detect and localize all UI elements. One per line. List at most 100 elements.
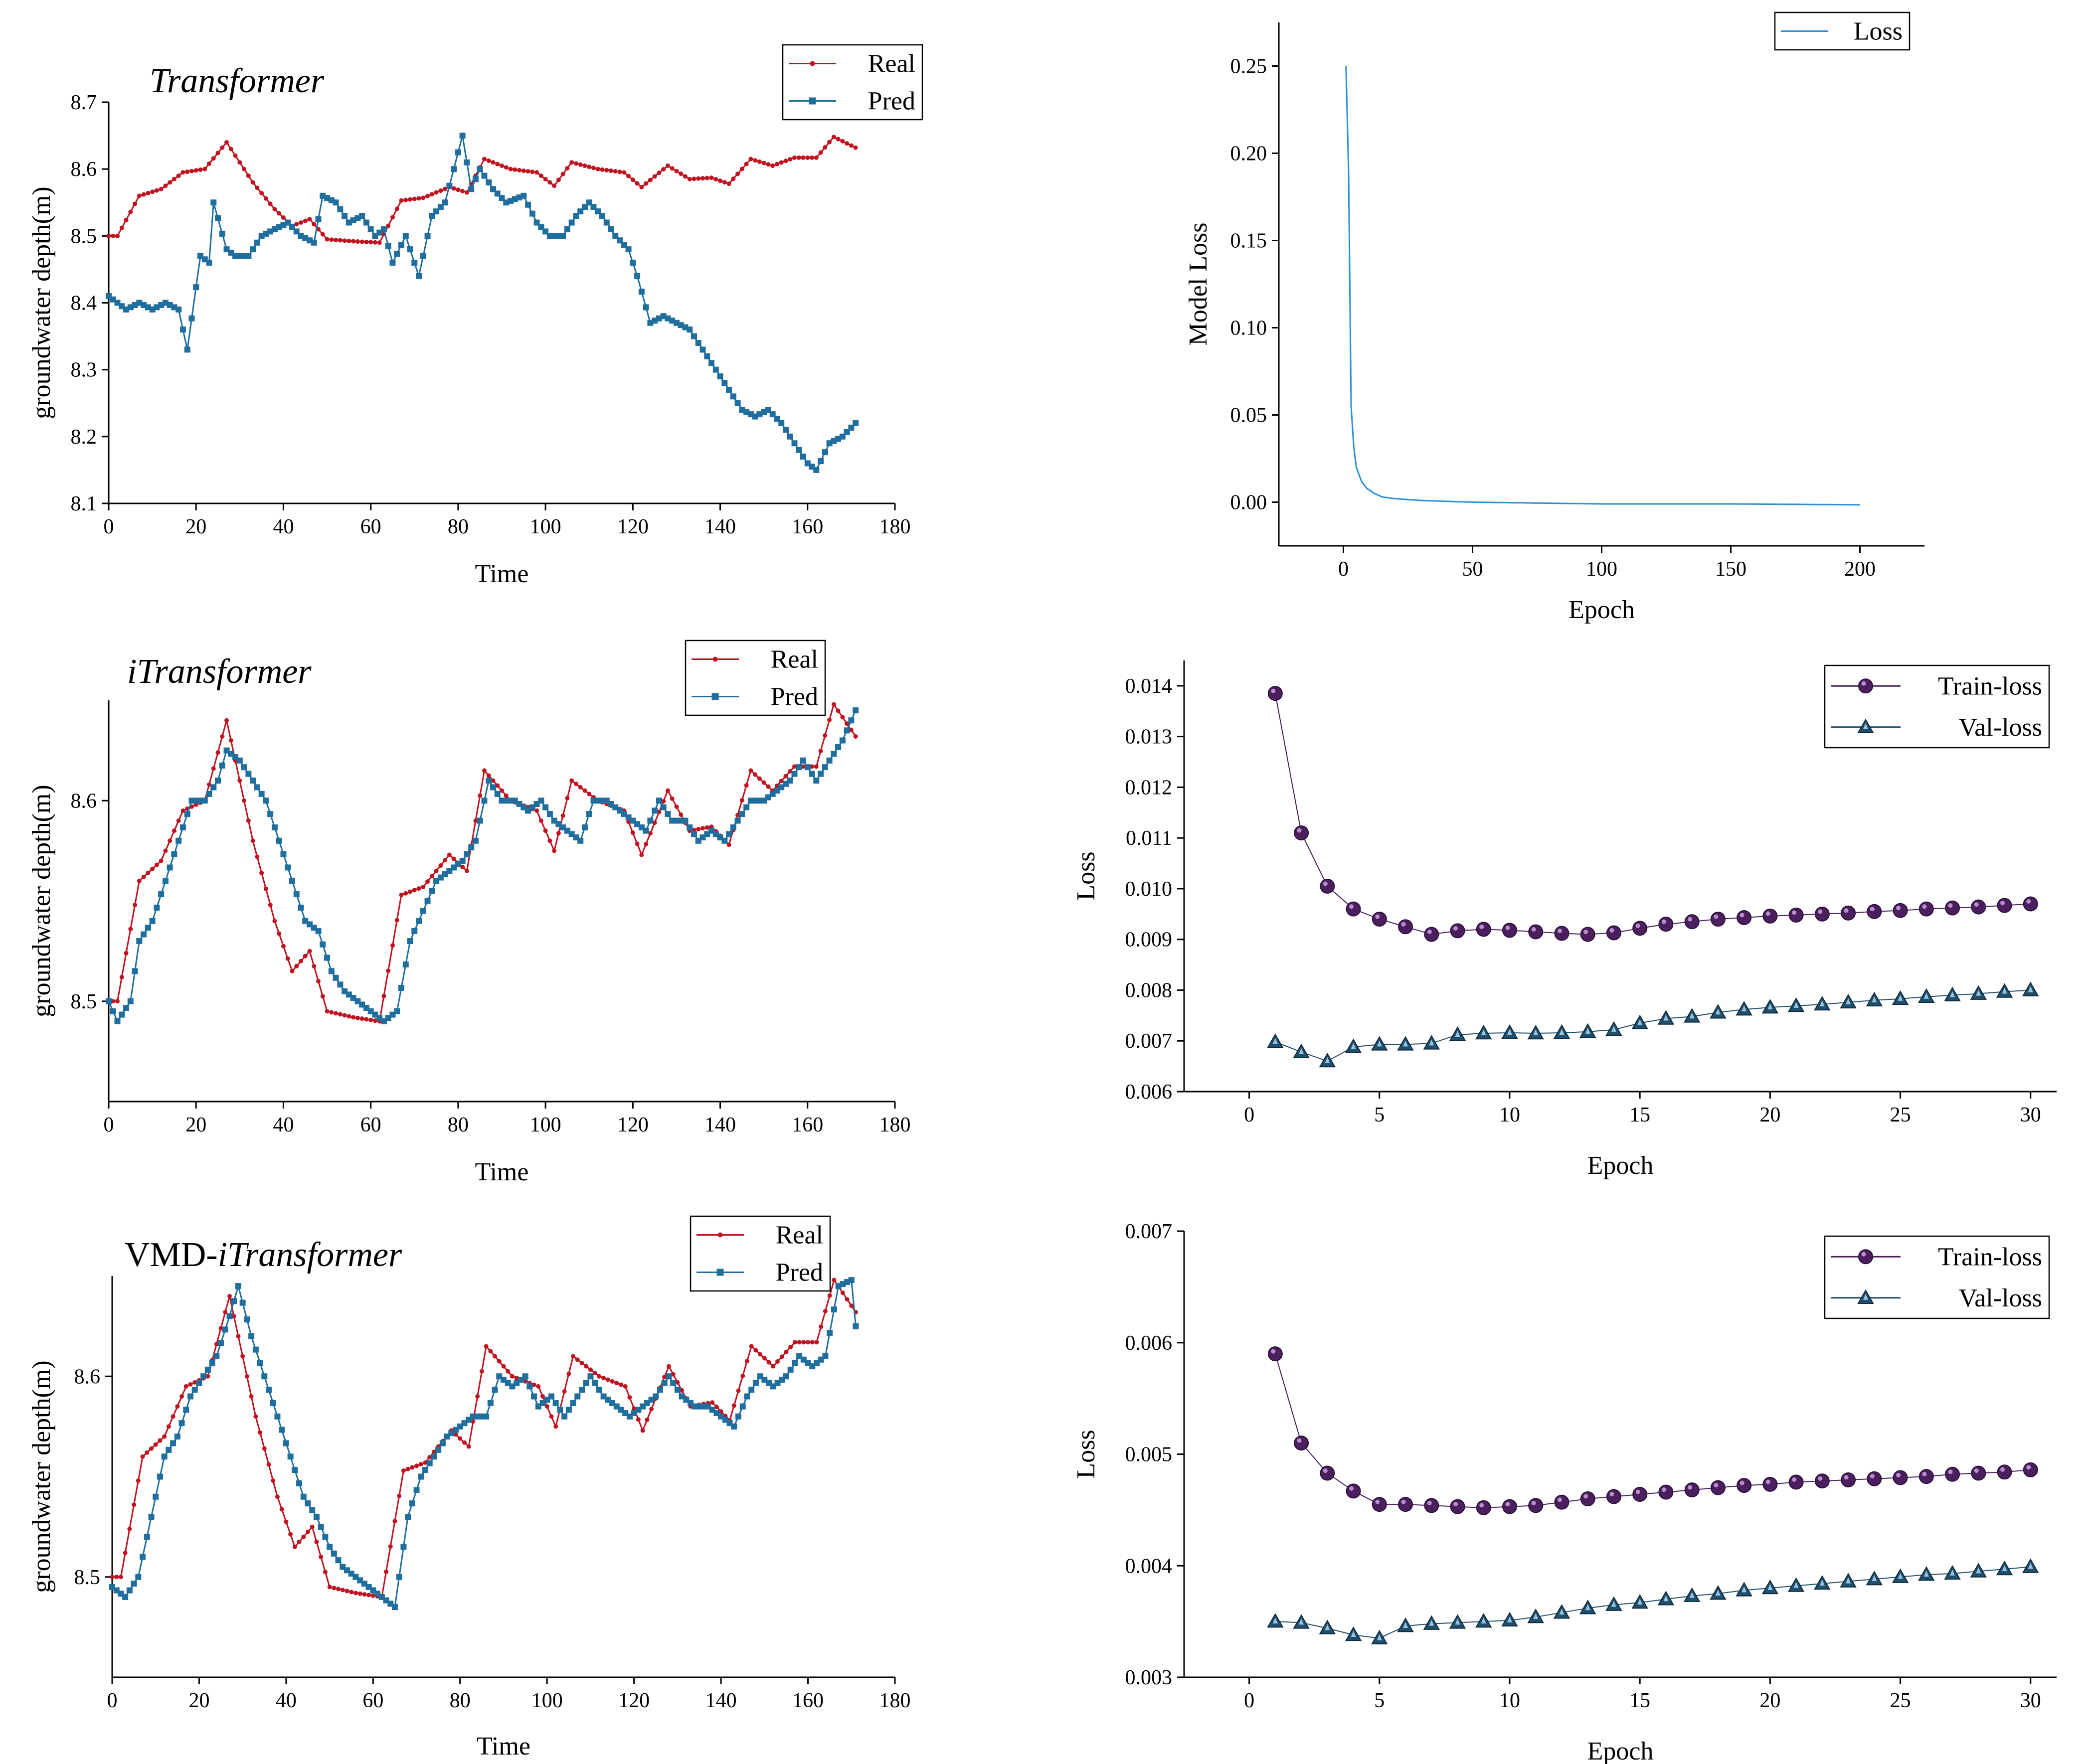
data-point-real xyxy=(460,864,465,869)
y-tick-label: 0.005 xyxy=(1125,1443,1173,1466)
data-point-pred xyxy=(822,764,828,771)
data-point-pred xyxy=(787,1366,794,1373)
data-point-real xyxy=(111,233,116,238)
legend-swatch-marker xyxy=(717,1232,723,1238)
data-point-real xyxy=(312,963,317,968)
data-point-train-loss-highlight xyxy=(1375,914,1380,919)
data-point-real xyxy=(578,785,583,790)
data-point-real xyxy=(410,1465,415,1470)
data-point-real xyxy=(495,783,500,788)
data-point-pred xyxy=(263,798,269,804)
data-point-real xyxy=(644,841,649,846)
data-point-real xyxy=(740,1373,745,1378)
data-point-real xyxy=(405,1466,410,1471)
x-tick-label: 5 xyxy=(1374,1104,1385,1126)
data-point-real xyxy=(739,798,744,802)
data-point-train-loss xyxy=(1788,907,1804,923)
data-point-pred xyxy=(526,1383,533,1390)
series-line-pred xyxy=(108,135,857,471)
data-point-val-loss-highlight xyxy=(1611,1025,1616,1032)
data-point-pred xyxy=(210,784,217,791)
data-point-pred xyxy=(792,1360,798,1366)
data-point-pred xyxy=(557,1407,563,1413)
data-point-pred xyxy=(731,1423,737,1430)
legend-box xyxy=(685,640,826,716)
data-point-val-loss-highlight xyxy=(1533,1613,1539,1619)
legend-box xyxy=(782,44,923,121)
data-point-real xyxy=(466,1444,471,1449)
data-point-real xyxy=(150,866,155,871)
data-point-real xyxy=(491,778,496,783)
data-point-pred xyxy=(119,1011,125,1018)
data-point-real xyxy=(517,167,522,172)
data-point-real xyxy=(640,1428,645,1433)
x-axis-title: Epoch xyxy=(1587,1737,1654,1764)
legend-swatch-marker-highlight xyxy=(1863,1293,1868,1300)
data-point-pred xyxy=(187,1393,193,1400)
data-point-train-loss xyxy=(2023,896,2038,912)
data-point-real xyxy=(447,852,452,857)
data-point-pred xyxy=(481,172,488,179)
data-point-pred xyxy=(670,1380,677,1386)
legend-swatch-marker xyxy=(809,97,816,105)
data-point-real xyxy=(179,1394,184,1399)
data-point-real xyxy=(277,211,282,216)
data-point-val-loss-highlight xyxy=(1403,1622,1408,1628)
data-point-pred xyxy=(674,1387,681,1393)
data-point-real xyxy=(372,1018,377,1023)
data-point-pred xyxy=(226,1313,233,1319)
data-point-pred xyxy=(413,1487,420,1493)
data-point-real xyxy=(272,919,277,924)
data-point-real xyxy=(329,1010,334,1015)
data-point-pred xyxy=(835,744,842,750)
data-point-real xyxy=(796,155,801,160)
data-point-pred xyxy=(391,1604,398,1610)
data-point-pred xyxy=(687,326,693,333)
chart-title-part: iTransformer xyxy=(218,1236,402,1274)
data-point-train-loss xyxy=(1632,1487,1648,1502)
data-point-pred xyxy=(389,260,396,266)
data-point-train-loss xyxy=(1918,901,1934,917)
data-point-val-loss-highlight xyxy=(1819,1580,1825,1586)
data-point-pred xyxy=(603,219,610,226)
data-point-real xyxy=(543,828,548,833)
data-point-pred xyxy=(144,1534,150,1540)
data-point-train-loss xyxy=(1945,900,1960,916)
data-point-real xyxy=(242,166,247,171)
data-point-real xyxy=(639,852,644,857)
data-point-real xyxy=(748,768,753,773)
data-point-real xyxy=(788,157,793,162)
x-tick-label: 20 xyxy=(188,1689,209,1712)
x-tick-label: 5 xyxy=(1374,1689,1385,1712)
legend-label: Pred xyxy=(776,1259,823,1287)
legend-label: Real xyxy=(776,1221,823,1250)
chart-title: VMD-iTransformer xyxy=(125,1236,402,1274)
data-point-train-loss-highlight xyxy=(1531,1500,1536,1505)
data-point-train-loss-highlight xyxy=(1479,924,1484,929)
data-point-real xyxy=(451,856,456,861)
data-point-real xyxy=(700,826,705,831)
data-point-pred xyxy=(818,458,824,465)
data-point-real xyxy=(657,809,662,814)
data-point-real xyxy=(334,1011,339,1016)
data-point-train-loss xyxy=(1372,912,1387,927)
data-point-pred xyxy=(145,925,151,931)
data-point-train-loss xyxy=(2023,1462,2038,1477)
data-point-real xyxy=(584,1364,589,1369)
data-point-real xyxy=(623,1384,628,1389)
data-point-pred xyxy=(420,253,426,259)
legend: Real Pred xyxy=(690,1215,831,1292)
data-point-pred xyxy=(435,1446,442,1453)
data-point-val-loss-highlight xyxy=(1846,1577,1851,1584)
data-point-val-loss-highlight xyxy=(2028,1563,2033,1569)
data-point-real xyxy=(327,1585,332,1590)
data-point-pred xyxy=(235,1283,241,1289)
data-point-pred xyxy=(494,791,501,797)
data-point-pred xyxy=(583,1380,589,1386)
y-tick-label: 0.10 xyxy=(1230,317,1267,340)
data-point-pred xyxy=(342,213,348,219)
data-point-pred xyxy=(464,851,470,857)
data-point-pred xyxy=(743,804,750,810)
x-tick-label: 50 xyxy=(1462,558,1483,581)
data-point-real xyxy=(412,196,417,201)
